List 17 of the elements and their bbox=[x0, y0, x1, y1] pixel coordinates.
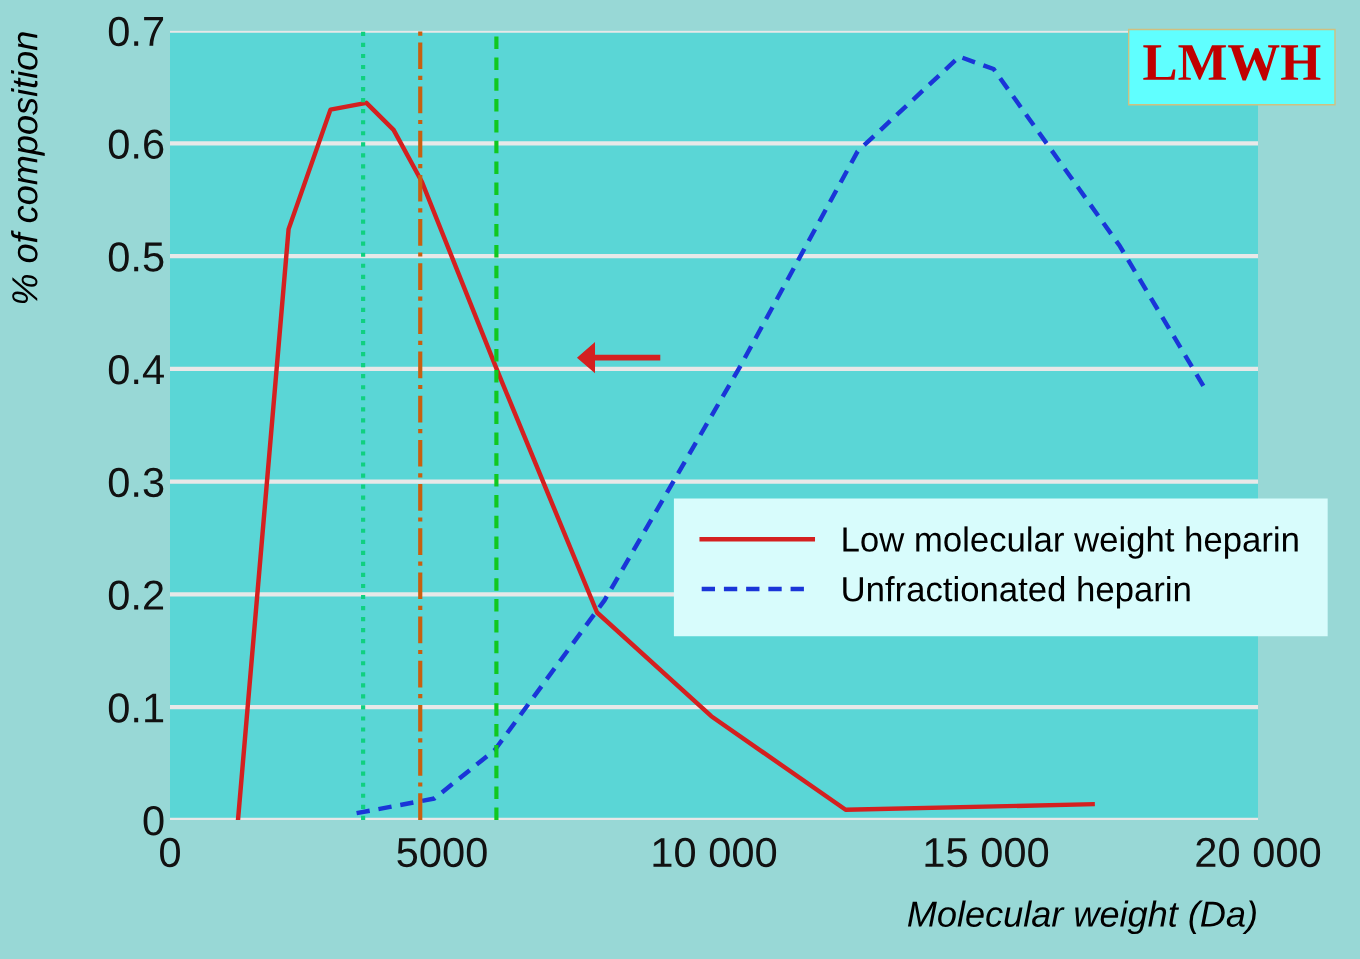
y-tick-label: 0 bbox=[143, 805, 164, 836]
y-tick-label: 0.5 bbox=[108, 242, 164, 272]
x-axis-title: Molecular weight (Da) bbox=[907, 900, 1256, 935]
y-tick-label: 0.7 bbox=[108, 16, 164, 47]
y-tick-label: 0.6 bbox=[108, 129, 164, 159]
x-tick-label: 5000 bbox=[397, 837, 487, 868]
x-tick-label: 10 000 bbox=[653, 837, 777, 868]
y-tick-label: 0.1 bbox=[108, 693, 164, 723]
y-tick-label: 0.2 bbox=[108, 580, 164, 610]
legend-label: Unfractionated heparin bbox=[843, 576, 1190, 609]
y-tick-label: 0.4 bbox=[108, 354, 164, 385]
y-tick-label: 0.3 bbox=[108, 467, 164, 498]
x-tick-label: 20 000 bbox=[1196, 837, 1321, 868]
legend-label: Low molecular weight heparin bbox=[843, 526, 1298, 559]
x-tick-label: 15 000 bbox=[925, 837, 1049, 868]
y-axis-title: % of composition bbox=[11, 32, 45, 304]
annotation: LMWH bbox=[1143, 45, 1321, 81]
